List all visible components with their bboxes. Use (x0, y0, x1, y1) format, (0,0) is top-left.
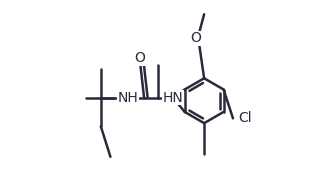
Text: Cl: Cl (238, 111, 251, 125)
Text: NH: NH (118, 91, 139, 105)
Text: O: O (191, 31, 201, 45)
Text: HN: HN (163, 91, 183, 105)
Text: O: O (135, 51, 146, 65)
